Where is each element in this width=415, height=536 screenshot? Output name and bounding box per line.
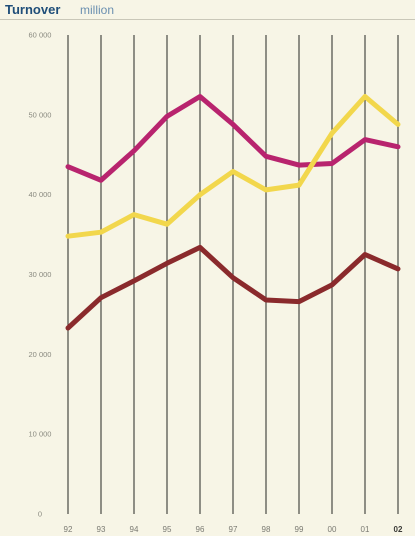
y-tick-label: 10 000 — [29, 430, 52, 439]
chart-title: Turnover — [5, 2, 61, 17]
x-tick-label: 02 — [394, 525, 403, 534]
x-tick-label: 96 — [196, 525, 205, 534]
x-tick-label: 92 — [64, 525, 73, 534]
chart-unit: million — [80, 3, 115, 17]
y-tick-label: 0 — [38, 510, 42, 519]
x-tick-label: 01 — [361, 525, 370, 534]
y-tick-label: 60 000 — [29, 31, 52, 40]
x-tick-label: 98 — [262, 525, 271, 534]
grid-lines — [67, 35, 399, 514]
series-line-1 — [65, 94, 401, 183]
y-tick-label: 30 000 — [29, 270, 52, 279]
x-tick-label: 95 — [163, 525, 172, 534]
chart-header: Turnover million — [0, 0, 415, 20]
series-line-3 — [65, 244, 401, 331]
series-lines — [65, 94, 401, 331]
y-tick-label: 40 000 — [29, 190, 52, 199]
x-tick-label: 94 — [130, 525, 139, 534]
x-tick-label: 00 — [328, 525, 337, 534]
y-tick-label: 50 000 — [29, 110, 52, 119]
y-axis-ticks: 0 10 000 20 000 30 000 40 000 50 000 60 000 — [29, 31, 52, 519]
x-tick-label: 93 — [97, 525, 106, 534]
y-tick-label: 20 000 — [29, 350, 52, 359]
x-axis-ticks: 92 93 94 95 96 97 98 99 00 01 02 — [64, 525, 403, 534]
series-line-2 — [65, 94, 401, 239]
x-tick-label: 97 — [229, 525, 238, 534]
x-tick-label: 99 — [295, 525, 304, 534]
